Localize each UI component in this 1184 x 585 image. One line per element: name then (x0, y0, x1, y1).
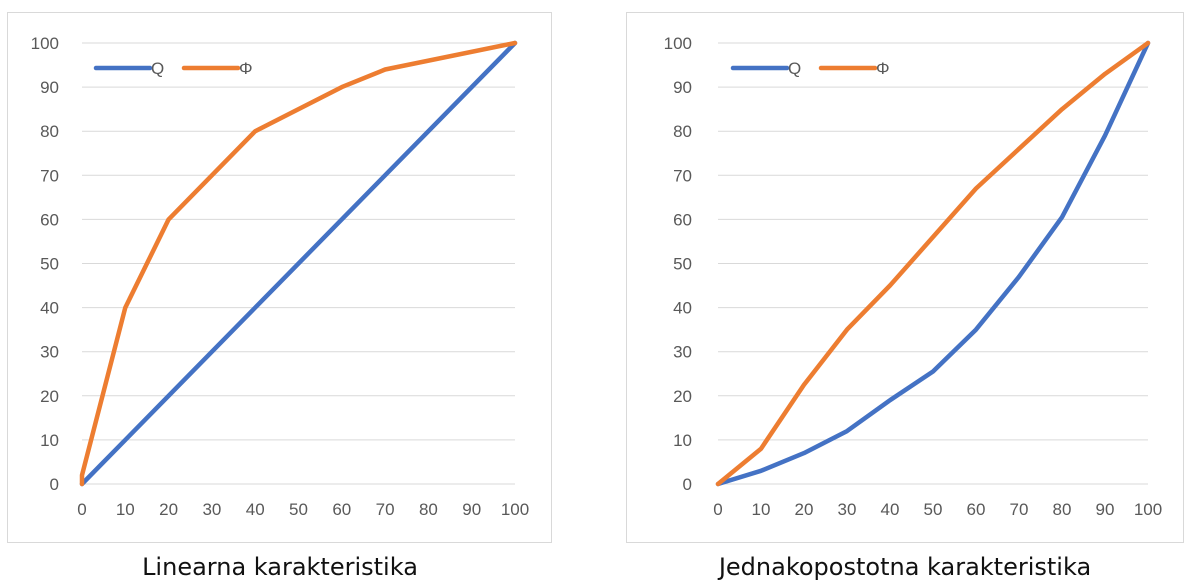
x-tick-label-equal-percentage-10: 10 (752, 500, 771, 519)
y-tick-label-linear-50: 50 (40, 255, 59, 274)
chart-area-equal-percentage: 0 10 20 30 40 50 60 70 80 90 100 0 10 20 30 40 50 60 70 80 9… (626, 12, 1184, 543)
caption-linear: Linearna karakteristika (142, 553, 418, 581)
y-tick-label-linear-90: 90 (40, 78, 59, 97)
x-tick-label-equal-percentage-20: 20 (795, 500, 814, 519)
line-chart-linear: 0 10 20 30 40 50 60 70 80 90 100 0 10 20 30 40 50 60 70 80 9… (31, 34, 530, 519)
caption-equal-percentage: Jednakopostotna karakteristika (718, 553, 1092, 581)
y-tick-label-equal-percentage-50: 50 (673, 255, 692, 274)
x-tick-label-linear-30: 30 (202, 500, 221, 519)
y-tick-label-equal-percentage-30: 30 (673, 343, 692, 362)
y-tick-label-equal-percentage-100: 100 (664, 34, 692, 53)
y-tick-label-linear-60: 60 (40, 210, 59, 229)
legend-label-equal-percentage-q: Q (788, 59, 801, 78)
y-tick-label-equal-percentage-70: 70 (673, 166, 692, 185)
x-tick-label-equal-percentage-50: 50 (924, 500, 943, 519)
x-tick-label-linear-100: 100 (501, 500, 529, 519)
series-line-linear-q (79, 40, 518, 487)
y-tick-label-linear-80: 80 (40, 122, 59, 141)
x-tick-label-equal-percentage-70: 70 (1010, 500, 1029, 519)
y-tick-label-equal-percentage-90: 90 (673, 78, 692, 97)
series-line-equal-percentage-phi (715, 40, 1151, 487)
legend-label-linear-q: Q (151, 59, 164, 78)
x-tick-label-linear-0: 0 (77, 500, 86, 519)
y-tick-label-linear-100: 100 (31, 34, 59, 53)
x-tick-label-linear-20: 20 (159, 500, 178, 519)
y-tick-label-linear-20: 20 (40, 387, 59, 406)
legend-label-linear-phi: Φ (239, 59, 253, 78)
x-tick-label-equal-percentage-80: 80 (1053, 500, 1072, 519)
y-tick-label-equal-percentage-80: 80 (673, 122, 692, 141)
x-tick-label-linear-90: 90 (462, 500, 481, 519)
chart-panel-linear: 0 10 20 30 40 50 60 70 80 90 100 0 10 20 30 40 50 60 70 80 9… (0, 0, 560, 585)
x-tick-label-equal-percentage-40: 40 (881, 500, 900, 519)
series-line-linear-phi (79, 40, 518, 487)
chart-panel-equal-percentage: 0 10 20 30 40 50 60 70 80 90 100 0 10 20 30 40 50 60 70 80 9… (626, 0, 1184, 585)
line-chart-equal-percentage: 0 10 20 30 40 50 60 70 80 90 100 0 10 20 30 40 50 60 70 80 9… (664, 34, 1163, 519)
x-tick-label-equal-percentage-60: 60 (967, 500, 986, 519)
x-tick-label-linear-50: 50 (289, 500, 308, 519)
y-tick-label-equal-percentage-40: 40 (673, 299, 692, 318)
x-tick-label-equal-percentage-0: 0 (713, 500, 722, 519)
x-tick-label-linear-60: 60 (332, 500, 351, 519)
y-tick-label-equal-percentage-10: 10 (673, 431, 692, 450)
x-tick-label-linear-40: 40 (246, 500, 265, 519)
series-line-equal-percentage-q (715, 40, 1151, 487)
y-tick-label-equal-percentage-60: 60 (673, 210, 692, 229)
x-tick-label-linear-80: 80 (419, 500, 438, 519)
legend-label-equal-percentage-phi: Φ (876, 59, 890, 78)
y-tick-label-linear-30: 30 (40, 343, 59, 362)
y-tick-label-linear-0: 0 (50, 475, 59, 494)
y-tick-label-equal-percentage-20: 20 (673, 387, 692, 406)
x-tick-label-equal-percentage-30: 30 (838, 500, 857, 519)
x-tick-label-linear-70: 70 (376, 500, 395, 519)
x-tick-label-equal-percentage-90: 90 (1096, 500, 1115, 519)
y-tick-label-linear-10: 10 (40, 431, 59, 450)
y-tick-label-linear-40: 40 (40, 299, 59, 318)
x-tick-label-linear-10: 10 (116, 500, 135, 519)
y-tick-label-equal-percentage-0: 0 (683, 475, 692, 494)
x-tick-label-equal-percentage-100: 100 (1134, 500, 1162, 519)
chart-area-linear: 0 10 20 30 40 50 60 70 80 90 100 0 10 20 30 40 50 60 70 80 9… (7, 12, 552, 543)
y-tick-label-linear-70: 70 (40, 166, 59, 185)
